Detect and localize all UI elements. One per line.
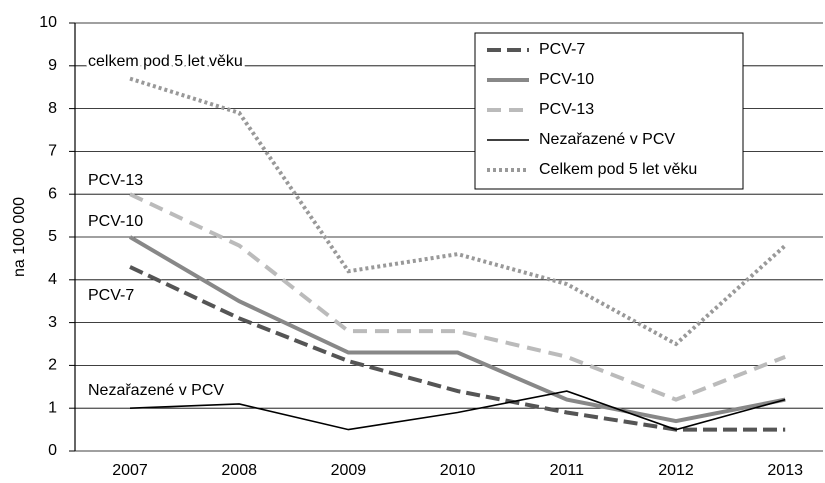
legend: PCV-7 PCV-10 PCV-13 Nezařazené v PCV Celkem … xyxy=(474,32,744,190)
annotation: Nezařazené v PCV xyxy=(88,382,224,399)
legend-label: Nezařazené v PCV xyxy=(539,131,675,148)
y-tick-label: 7 xyxy=(48,143,57,160)
x-tick-label: 2007 xyxy=(112,462,148,479)
y-tick-label: 9 xyxy=(48,57,57,74)
legend-label: PCV-13 xyxy=(539,101,594,118)
y-tick-label: 2 xyxy=(48,357,57,374)
legend-label: Celkem pod 5 let věku xyxy=(539,161,697,178)
y-tick-label: 4 xyxy=(48,271,57,288)
y-tick-label: 0 xyxy=(48,442,57,459)
series-line xyxy=(128,235,786,424)
annotation: celkem pod 5 let věku xyxy=(88,53,243,70)
x-tick-label: 2010 xyxy=(440,462,476,479)
series-line xyxy=(129,390,786,431)
legend-label: PCV-10 xyxy=(539,71,594,88)
y-tick-label: 1 xyxy=(48,399,57,416)
legend-label: PCV-7 xyxy=(539,41,585,58)
y-tick-label: 8 xyxy=(48,100,57,117)
x-tick-label: 2008 xyxy=(221,462,257,479)
y-tick-label: 6 xyxy=(48,185,57,202)
y-axis-label: na 100 000 xyxy=(11,197,28,277)
series-line xyxy=(129,265,786,432)
y-tick-label: 10 xyxy=(39,14,57,31)
x-tick-label: 2011 xyxy=(550,462,585,479)
x-tick-label: 2013 xyxy=(767,462,803,479)
annotation: PCV-7 xyxy=(88,287,134,304)
series-line xyxy=(129,76,787,347)
y-tick-label: 5 xyxy=(48,228,57,245)
x-tick-label: 2009 xyxy=(331,462,367,479)
annotation: PCV-10 xyxy=(88,213,143,230)
series-line xyxy=(129,192,786,402)
x-tick-label: 2012 xyxy=(658,462,694,479)
y-tick-label: 3 xyxy=(48,314,57,331)
annotation: PCV-13 xyxy=(88,172,143,189)
